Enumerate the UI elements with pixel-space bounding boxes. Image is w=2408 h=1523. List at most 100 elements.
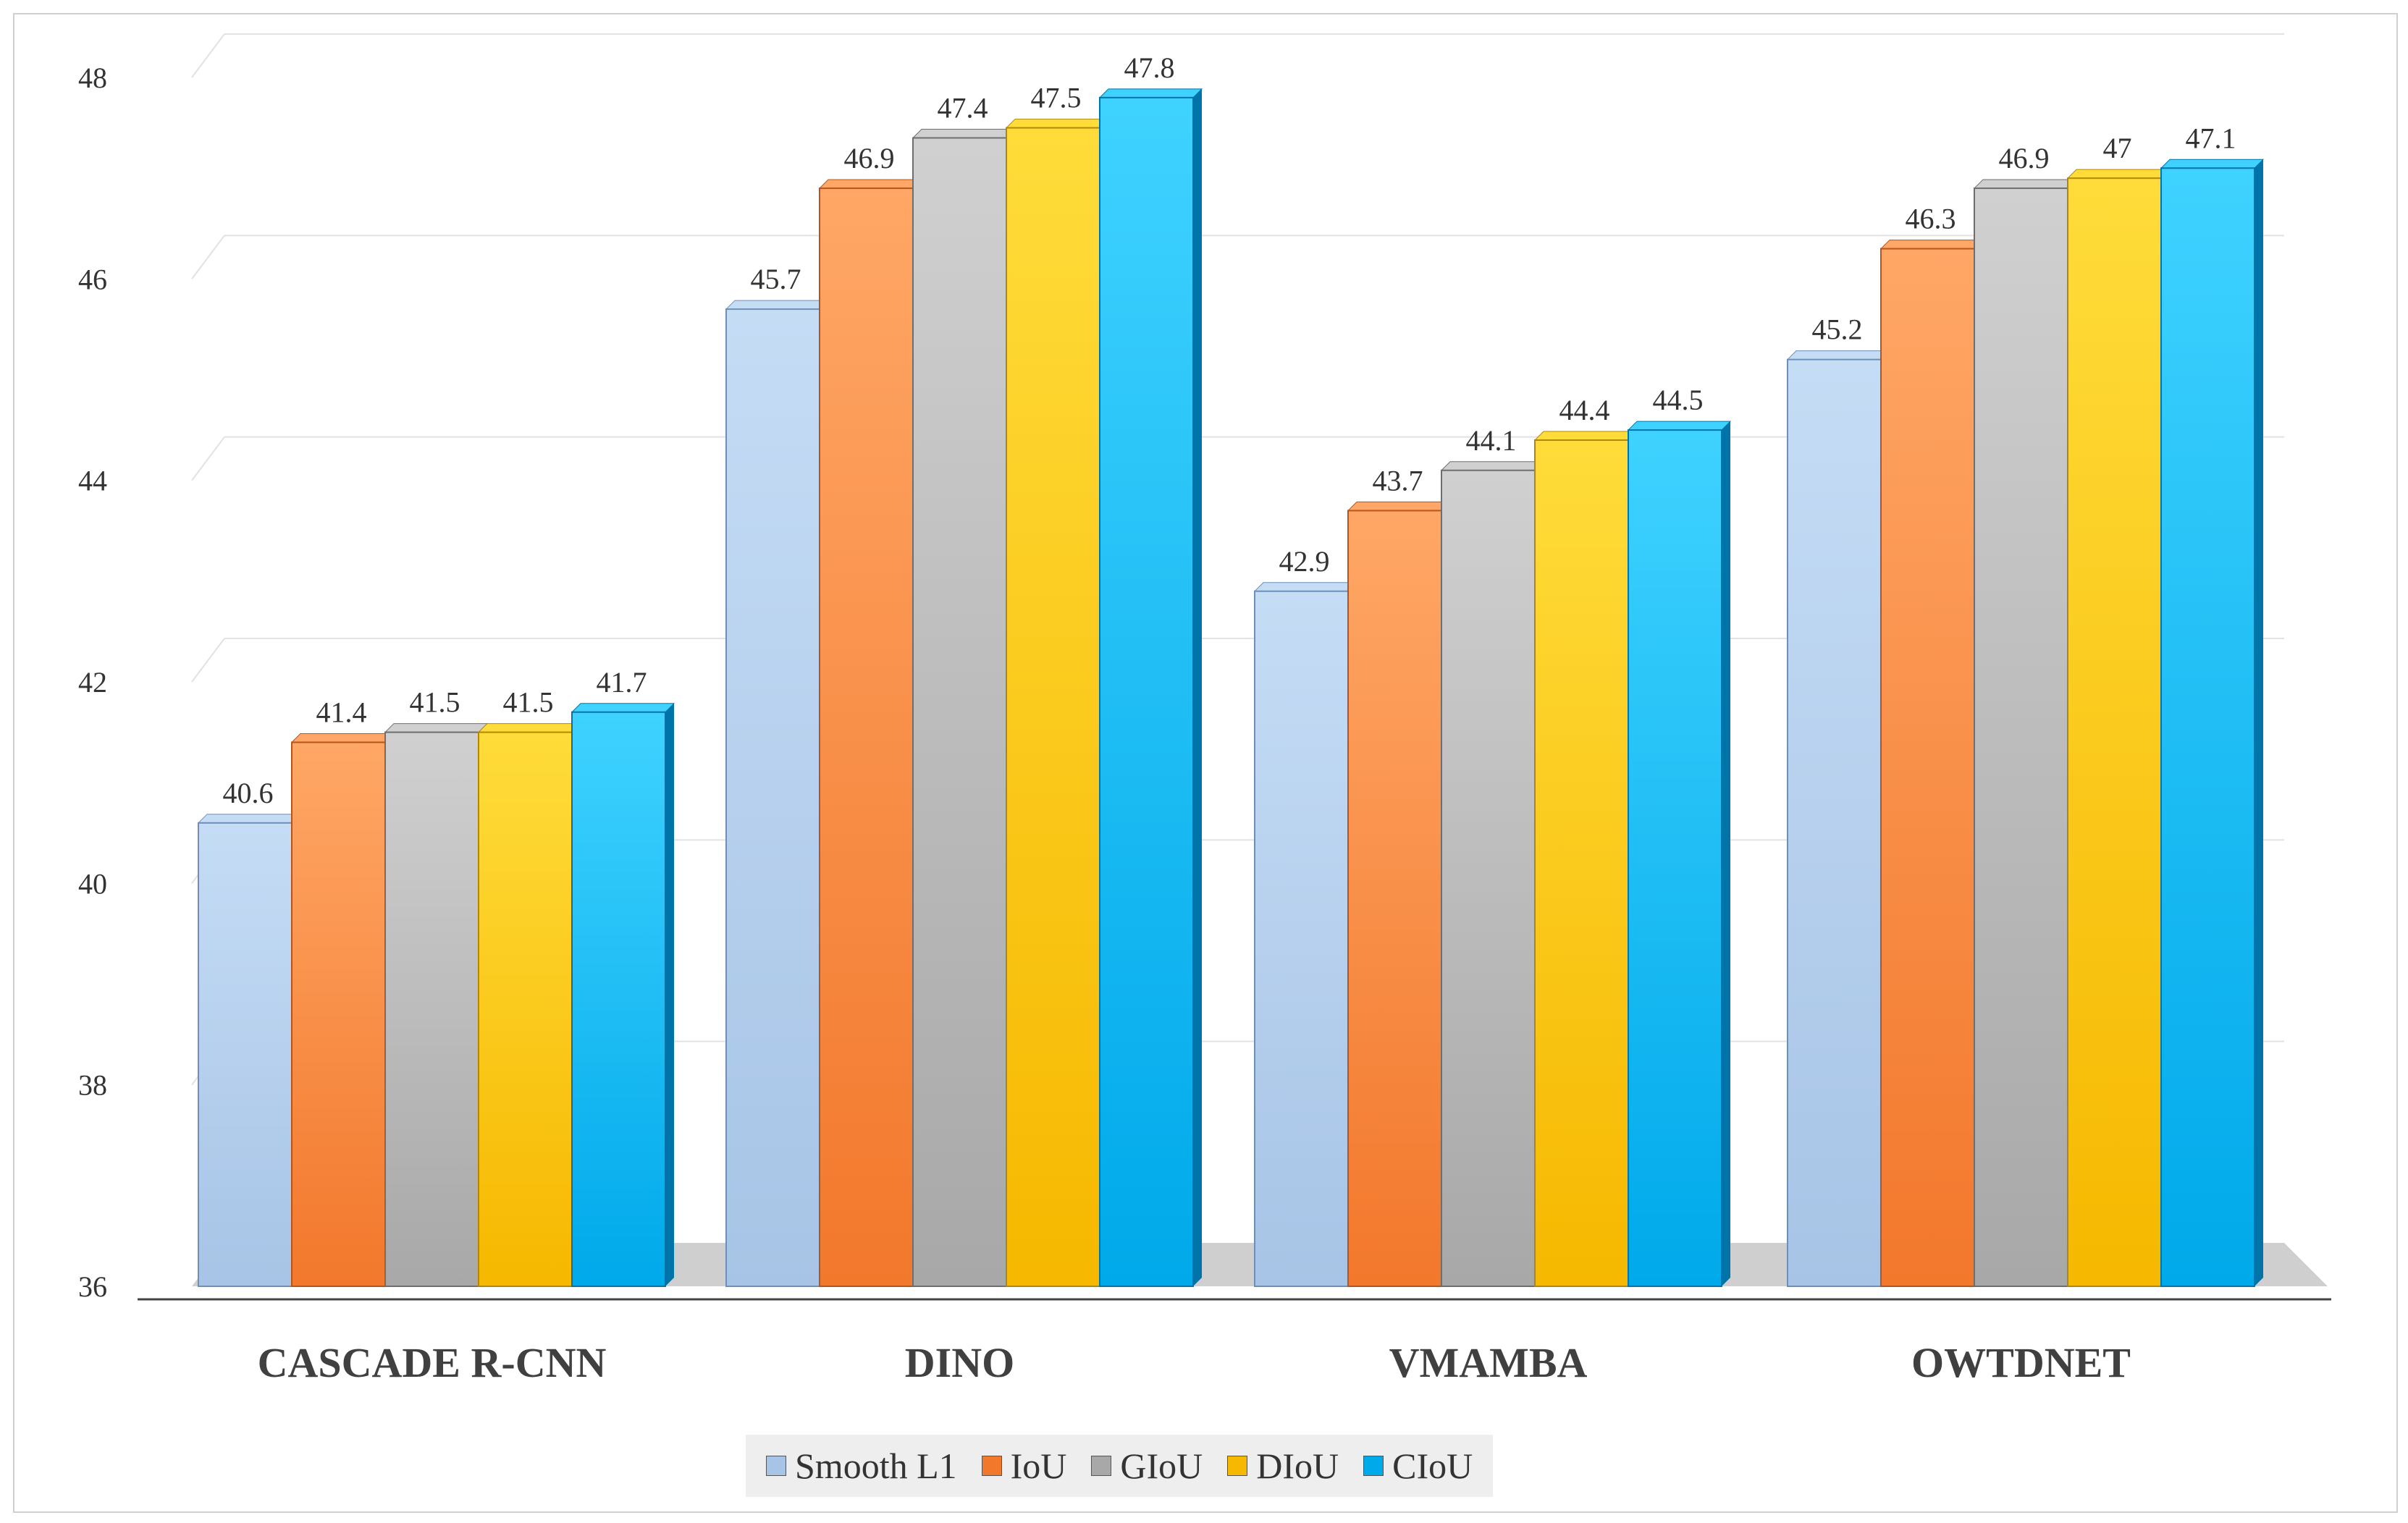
bar-front — [1347, 510, 1442, 1288]
bar-front — [384, 731, 479, 1287]
category-label-cascade-r-cnn: CASCADE R-CNN — [258, 1339, 607, 1386]
bar-side — [1722, 421, 1730, 1287]
data-label-cascade-r-cnn-giou: 41.5 — [410, 686, 460, 719]
bar-vmamba-ciou — [1627, 421, 1732, 1287]
bar-cascade-r-cnn-giou — [384, 723, 489, 1287]
bar-front — [1880, 248, 1975, 1287]
data-label-owtdnet-iou: 46.3 — [1906, 203, 1956, 235]
y-tick-label: 38 — [78, 1069, 107, 1102]
bar-top — [1253, 582, 1358, 592]
bar-top — [1347, 501, 1452, 511]
bar-dino-iou — [818, 179, 923, 1287]
legend-item-ciou: CIoU — [1363, 1445, 1473, 1487]
bar-vmamba-diou — [1533, 431, 1638, 1287]
bar-front — [725, 308, 820, 1287]
bar-top — [818, 179, 923, 189]
legend-item-giou: GIoU — [1091, 1445, 1203, 1487]
bar-dino-diou — [1005, 119, 1110, 1287]
bar-top — [1533, 431, 1638, 441]
bar-side — [665, 703, 674, 1286]
bar-owtdnet-iou — [1879, 240, 1984, 1287]
bar-front — [571, 711, 666, 1287]
legend-label-diou: DIoU — [1256, 1446, 1339, 1486]
y-axis: 36 38 40 42 44 46 48 — [78, 62, 107, 1303]
data-label-dino-giou: 47.4 — [938, 92, 988, 125]
bar-top — [384, 723, 489, 733]
legend-swatch-iou — [981, 1456, 1002, 1476]
bar-top — [1786, 350, 1891, 360]
bar-vmamba-smooth-l1 — [1253, 582, 1358, 1287]
data-label-vmamba-smooth-l1: 42.9 — [1279, 545, 1330, 578]
bar-top — [1005, 119, 1110, 129]
data-label-cascade-r-cnn-smooth-l1: 40.6 — [223, 777, 274, 809]
bar-top — [912, 129, 1016, 138]
bar-top — [1627, 421, 1732, 431]
bar-front — [1441, 469, 1536, 1287]
legend-swatch-giou — [1091, 1456, 1112, 1476]
bar-top — [1440, 461, 1545, 471]
bar-front — [2067, 177, 2162, 1288]
bar-top — [2160, 159, 2265, 169]
bar-front — [1628, 429, 1722, 1287]
legend-label-iou: IoU — [1010, 1446, 1067, 1486]
y-tick-label: 44 — [78, 465, 107, 497]
bar-dino-ciou — [1098, 88, 1203, 1287]
gridline-diag — [191, 33, 225, 78]
bar-front — [198, 822, 292, 1288]
legend-label-ciou: CIoU — [1392, 1446, 1473, 1486]
bar-front — [912, 137, 1007, 1287]
bar-dino-smooth-l1 — [725, 300, 830, 1287]
data-label-vmamba-giou: 44.1 — [1466, 424, 1517, 457]
bar-top — [477, 723, 582, 733]
data-label-cascade-r-cnn-diou: 41.5 — [503, 686, 554, 719]
bar-owtdnet-ciou — [2160, 159, 2265, 1287]
y-tick-label: 36 — [78, 1270, 107, 1303]
data-label-dino-diou: 47.5 — [1031, 82, 1082, 114]
bar-top — [290, 733, 395, 743]
bar-cascade-r-cnn-iou — [290, 733, 395, 1287]
data-label-vmamba-diou: 44.4 — [1559, 394, 1610, 426]
legend-label-smooth-l1: Smooth L1 — [795, 1446, 957, 1486]
bar-top — [1098, 88, 1203, 98]
legend-swatch-smooth-l1 — [766, 1456, 786, 1476]
data-label-owtdnet-smooth-l1: 45.2 — [1812, 313, 1863, 346]
bar-top — [725, 300, 830, 310]
bar-cascade-r-cnn-smooth-l1 — [197, 814, 302, 1288]
legend-item-smooth-l1: Smooth L1 — [766, 1445, 957, 1487]
bar-vmamba-iou — [1347, 501, 1452, 1288]
data-label-dino-ciou: 47.8 — [1124, 51, 1175, 84]
y-tick-label: 48 — [78, 62, 107, 94]
bar-owtdnet-smooth-l1 — [1786, 350, 1891, 1288]
category-label-vmamba: VMAMBA — [1389, 1339, 1588, 1386]
data-label-owtdnet-ciou: 47.1 — [2186, 122, 2236, 154]
legend-swatch-ciou — [1363, 1456, 1384, 1476]
data-label-vmamba-ciou: 44.5 — [1653, 384, 1704, 416]
y-tick-label: 42 — [78, 666, 107, 699]
data-label-owtdnet-giou: 46.9 — [1999, 142, 2050, 174]
bar-front — [1254, 590, 1349, 1287]
bar-top — [2066, 169, 2171, 179]
bar-front — [291, 741, 386, 1287]
gridline-diag — [191, 235, 225, 279]
bar-top — [1879, 240, 1984, 250]
bar-side — [2255, 159, 2263, 1286]
legend: Smooth L1 IoU GIoU DIoU CIoU — [746, 1435, 1494, 1497]
bar-vmamba-giou — [1440, 461, 1545, 1287]
bar-front — [1006, 127, 1100, 1287]
bar-top — [571, 703, 675, 713]
bar-dino-giou — [912, 129, 1016, 1287]
bar-front — [1974, 187, 2068, 1287]
data-label-owtdnet-diou: 47 — [2103, 132, 2132, 164]
bar-side — [1193, 88, 1202, 1286]
data-label-dino-iou: 46.9 — [844, 142, 895, 174]
legend-item-iou: IoU — [981, 1445, 1067, 1487]
bar-owtdnet-diou — [2066, 169, 2171, 1288]
bar-front — [1534, 439, 1629, 1287]
data-label-vmamba-iou: 43.7 — [1373, 464, 1423, 497]
bar-front — [2160, 167, 2255, 1287]
data-label-cascade-r-cnn-iou: 41.4 — [316, 696, 367, 729]
bar-top — [1973, 179, 2078, 189]
bar-top — [197, 814, 302, 824]
bar-owtdnet-giou — [1973, 179, 2078, 1287]
